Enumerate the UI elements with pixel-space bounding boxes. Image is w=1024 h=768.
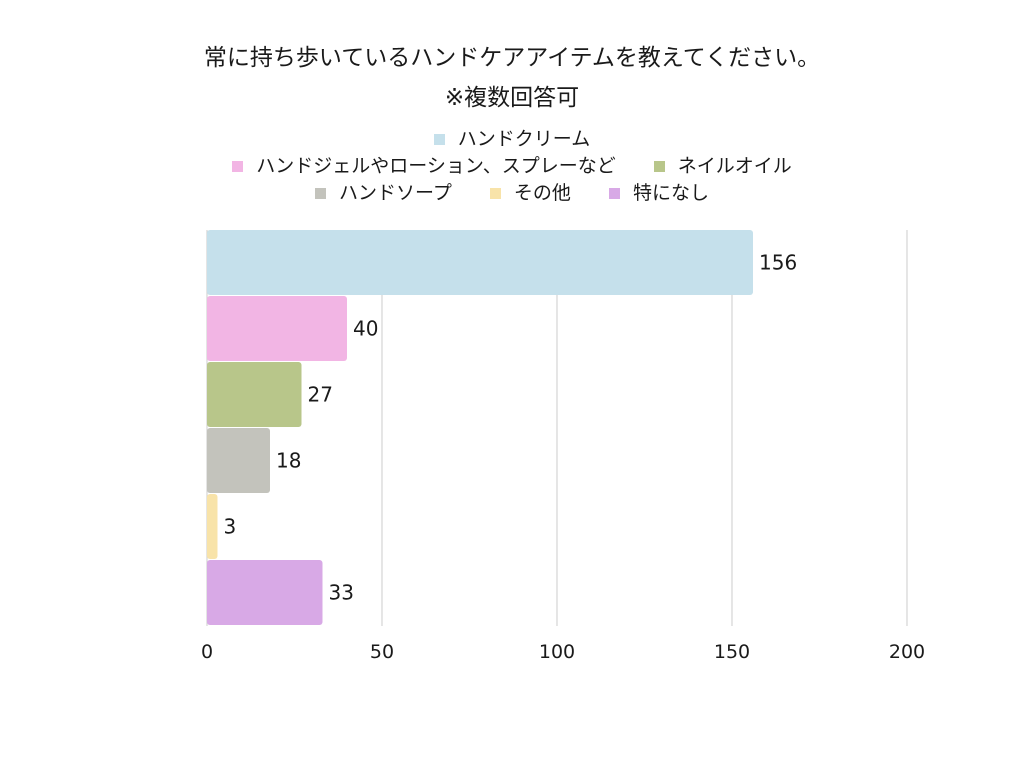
- legend-row: ハンドジェルやローション、スプレーなど ネイルオイル: [0, 153, 1024, 179]
- legend-swatch: [433, 133, 445, 145]
- legend-label: ハンドソープ: [339, 182, 452, 204]
- legend-item: 特になし: [608, 180, 709, 206]
- legend-label: ハンドジェルやローション、スプレーなど: [256, 155, 616, 177]
- x-tick-label: 0: [201, 641, 213, 663]
- legend-swatch: [489, 187, 501, 199]
- legend-item: ネイルオイル: [653, 153, 792, 179]
- x-tick-label: 100: [539, 641, 575, 663]
- x-tick-label: 50: [370, 641, 394, 663]
- legend-swatch: [232, 160, 244, 172]
- legend-label: その他: [513, 182, 571, 204]
- legend-label: ネイルオイル: [677, 155, 792, 177]
- bar-value-label: 33: [329, 581, 354, 605]
- bar-value-label: 3: [224, 515, 237, 539]
- legend-swatch: [608, 187, 620, 199]
- bar: [207, 560, 323, 625]
- bar: [207, 428, 270, 493]
- x-tick-label: 200: [889, 641, 925, 663]
- x-tick-label: 150: [714, 641, 750, 663]
- legend-row: ハンドソープ その他 特になし: [0, 180, 1024, 206]
- legend-label: 特になし: [632, 182, 709, 204]
- legend-item: ハンドジェルやローション、スプレーなど: [232, 153, 616, 179]
- bar-value-label: 18: [276, 449, 301, 473]
- legend-item: ハンドクリーム: [433, 126, 591, 152]
- legend-item: その他: [489, 180, 571, 206]
- chart-title: 常に持ち歩いているハンドケアアイテムを教えてください。: [203, 45, 821, 71]
- bar: [207, 494, 218, 559]
- legend-swatch: [315, 187, 327, 199]
- gridlines: [206, 230, 908, 626]
- legend-swatch: [653, 160, 665, 172]
- bar: [207, 230, 753, 295]
- bar: [207, 296, 347, 361]
- chart-subtitle: ※複数回答可: [444, 85, 580, 111]
- legend-label: ハンドクリーム: [457, 128, 591, 150]
- x-axis-ticks: 0 50 100 150 200: [201, 641, 925, 663]
- bar: [207, 362, 302, 427]
- bars: [207, 230, 753, 625]
- bar-value-label: 40: [353, 317, 378, 341]
- bar-value-label: 27: [308, 383, 333, 407]
- legend-row: ハンドクリーム: [0, 126, 1024, 152]
- bar-value-label: 156: [759, 251, 797, 275]
- legend-item: ハンドソープ: [315, 180, 452, 206]
